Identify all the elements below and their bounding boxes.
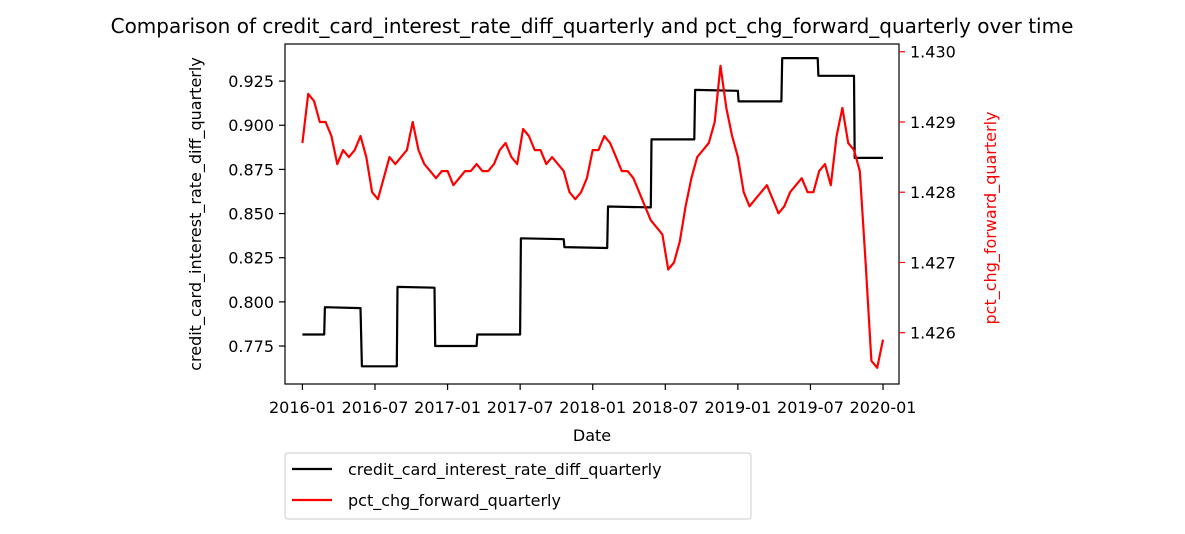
y-left-tick-label: 0.850: [228, 205, 274, 224]
y-right-tick-label: 1.429: [910, 113, 956, 132]
axes-ticks: 2016-01 2016-07 2017-01 2017-07 2018-01 2018-…: [228, 43, 956, 417]
x-tick-label: 2019-07: [777, 398, 844, 417]
y-left-tick-label: 0.900: [228, 116, 274, 135]
y-left-tick-label: 0.925: [228, 72, 274, 91]
y-left-tick-label: 0.800: [228, 293, 274, 312]
series-lines: [301, 57, 885, 369]
x-tick-label: 2018-07: [632, 398, 699, 417]
series-line-credit-card-interest-rate-diff-quarterly: [302, 57, 883, 368]
y-right-tick-label: 1.426: [910, 324, 956, 343]
y-right-tick-label: 1.427: [910, 253, 956, 272]
x-tick-label: 2018-01: [559, 398, 626, 417]
x-axis-label: Date: [573, 426, 611, 445]
y-left-tick-label: 0.775: [228, 337, 274, 356]
y-right-tick-label: 1.430: [910, 43, 956, 62]
legend-label-left-series: credit_card_interest_rate_diff_quarterly: [348, 460, 662, 480]
x-tick-label: 2017-07: [487, 398, 554, 417]
legend-label-right-series: pct_chg_forward_quarterly: [348, 491, 561, 511]
y-axis-right-label: pct_chg_forward_quarterly: [981, 112, 1001, 325]
x-tick-label: 2020-01: [850, 398, 917, 417]
y-left-tick-label: 0.875: [228, 160, 274, 179]
legend-box: [284, 452, 752, 520]
chart-title: Comparison of credit_card_interest_rate_…: [111, 14, 1074, 38]
y-right-tick-label: 1.428: [910, 183, 956, 202]
x-tick-label: 2016-07: [342, 398, 409, 417]
y-axis-left-label: credit_card_interest_rate_diff_quarterly: [186, 57, 206, 371]
x-tick-label: 2016-01: [269, 398, 336, 417]
y-left-tick-label: 0.825: [228, 249, 274, 268]
legend: credit_card_interest_rate_diff_quarterly…: [284, 452, 752, 520]
x-tick-label: 2019-01: [704, 398, 771, 417]
x-tick-label: 2017-01: [414, 398, 481, 417]
plot-area: [284, 43, 900, 385]
series-line-pct-chg-forward-quarterly: [301, 64, 885, 369]
